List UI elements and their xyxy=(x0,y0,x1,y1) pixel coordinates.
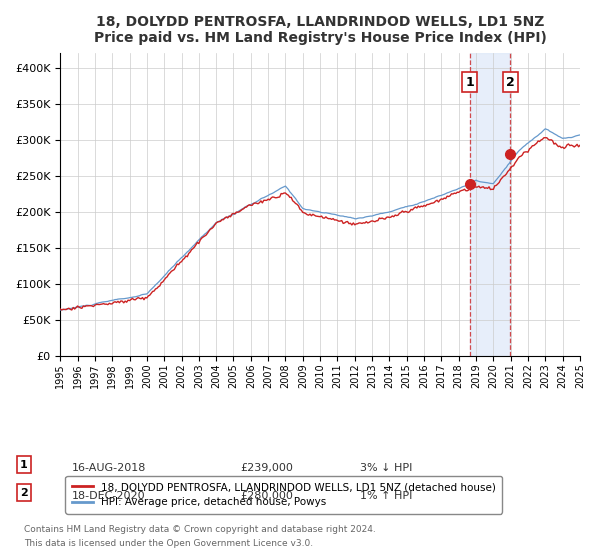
Text: Contains HM Land Registry data © Crown copyright and database right 2024.: Contains HM Land Registry data © Crown c… xyxy=(24,525,376,534)
Text: 16-AUG-2018: 16-AUG-2018 xyxy=(72,463,146,473)
Text: £239,000: £239,000 xyxy=(240,463,293,473)
Text: 2: 2 xyxy=(20,488,28,498)
Text: 2: 2 xyxy=(506,76,514,88)
Bar xyxy=(470,53,510,356)
Text: 3% ↓ HPI: 3% ↓ HPI xyxy=(360,463,412,473)
Text: This data is licensed under the Open Government Licence v3.0.: This data is licensed under the Open Gov… xyxy=(24,539,313,548)
Title: 18, DOLYDD PENTROSFA, LLANDRINDOD WELLS, LD1 5NZ
Price paid vs. HM Land Registry: 18, DOLYDD PENTROSFA, LLANDRINDOD WELLS,… xyxy=(94,15,547,45)
Text: 1% ↑ HPI: 1% ↑ HPI xyxy=(360,491,412,501)
Text: £280,000: £280,000 xyxy=(240,491,293,501)
Text: 1: 1 xyxy=(465,76,474,88)
Text: 1: 1 xyxy=(20,460,28,470)
Legend: 18, DOLYDD PENTROSFA, LLANDRINDOD WELLS, LD1 5NZ (detached house), HPI: Average : 18, DOLYDD PENTROSFA, LLANDRINDOD WELLS,… xyxy=(65,476,502,514)
Text: 18-DEC-2020: 18-DEC-2020 xyxy=(72,491,146,501)
